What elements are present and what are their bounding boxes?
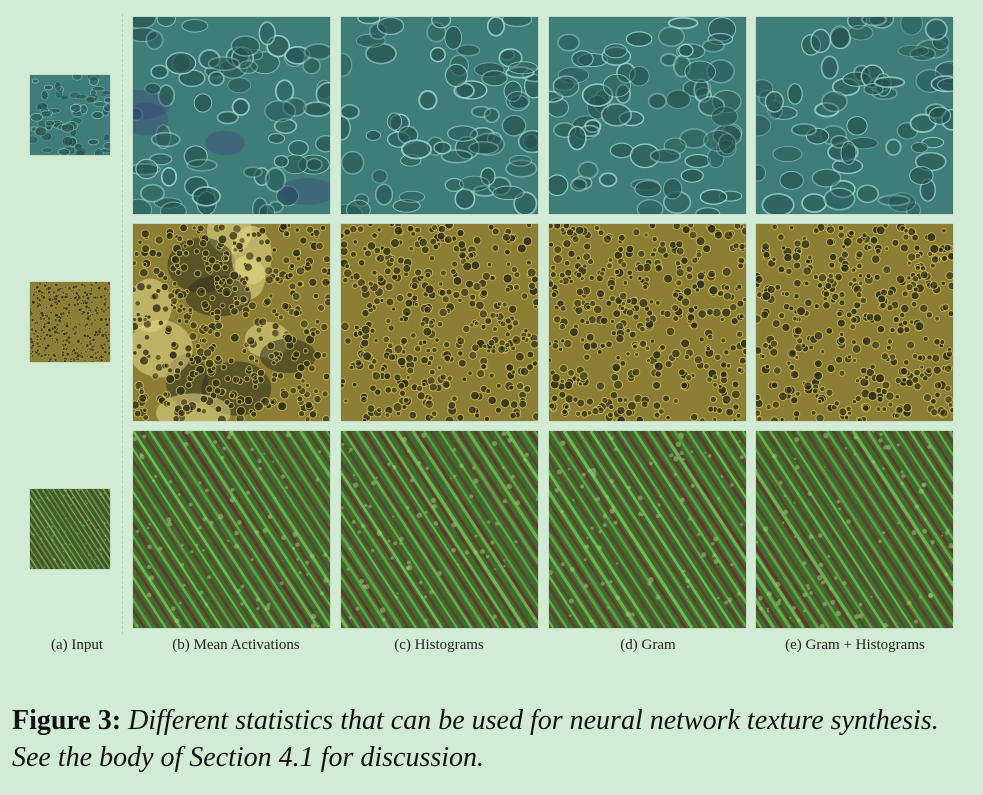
texture-tile-green-red-diagonal-c (341, 431, 538, 628)
input-divider (122, 14, 123, 634)
texture-image (756, 224, 953, 421)
texture-image (341, 431, 538, 628)
column-label-e: (e) Gram + Histograms (785, 637, 925, 653)
texture-tile-green-red-diagonal-b (133, 431, 330, 628)
texture-figure: (a) Input (b) Mean Activations (c) Histogr… (30, 14, 953, 653)
caption-lead: Figure 3: (12, 705, 122, 736)
texture-image (341, 224, 538, 421)
caption-text: Different statistics that can be used fo… (12, 705, 939, 773)
texture-image (341, 17, 538, 214)
texture-image (30, 282, 110, 362)
texture-tile-green-red-diagonal-e (756, 431, 953, 628)
texture-image (30, 75, 110, 155)
texture-tile-yellow-cells-e (756, 224, 953, 421)
texture-tile-yellow-cells-c (341, 224, 538, 421)
texture-tile-water-caustics-e (756, 17, 953, 214)
texture-tile-green-red-diagonal-a (30, 489, 110, 569)
texture-image (133, 224, 330, 421)
texture-tile-water-caustics-c (341, 17, 538, 214)
texture-image (30, 489, 110, 569)
texture-image (756, 431, 953, 628)
texture-tile-yellow-cells-b (133, 224, 330, 421)
texture-tile-water-caustics-a (30, 75, 110, 155)
texture-tile-green-red-diagonal-d (549, 431, 746, 628)
texture-image (756, 17, 953, 214)
texture-tile-water-caustics-b (133, 17, 330, 214)
column-label-b: (b) Mean Activations (172, 637, 300, 653)
texture-image (549, 224, 746, 421)
texture-image (549, 431, 746, 628)
texture-image (133, 431, 330, 628)
column-label-d: (d) Gram (620, 637, 676, 653)
texture-tile-yellow-cells-a (30, 282, 110, 362)
column-label-c: (c) Histograms (394, 637, 484, 653)
column-label-a: (a) Input (50, 637, 104, 653)
figure-caption: Figure 3: Different statistics that can … (12, 702, 974, 776)
texture-tile-water-caustics-d (549, 17, 746, 214)
texture-tile-yellow-cells-d (549, 224, 746, 421)
texture-image (133, 17, 330, 214)
texture-image (549, 17, 746, 214)
